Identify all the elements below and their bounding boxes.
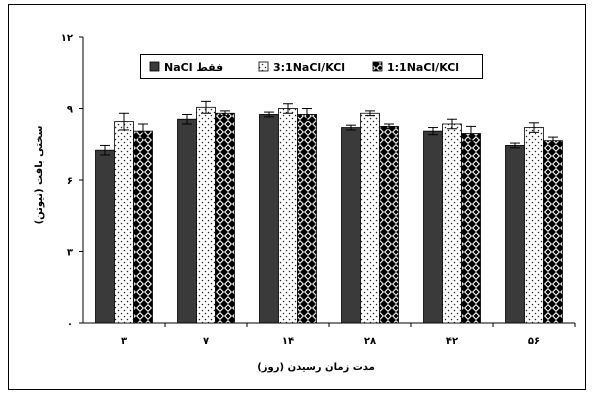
x-axis-title: مدت زمان رسیدن (روز) bbox=[257, 362, 375, 373]
bar-2 bbox=[114, 121, 134, 324]
plot-area: ۰ ۳ ۶ ۹ ۱۲ ۳ ۷ ۱۴ ۲۸ ۴۲ ۵۶ bbox=[61, 33, 576, 347]
legend-label-3: 1:1NaCl/KCl bbox=[387, 61, 459, 74]
bar-2 bbox=[196, 106, 216, 324]
bar-1 bbox=[341, 127, 361, 324]
legend: NaCl فقط 3:1NaCl/KCl 1:1NaCl/KCl bbox=[140, 54, 483, 79]
bar-2 bbox=[360, 112, 380, 324]
bar-3 bbox=[297, 114, 317, 324]
legend-box bbox=[140, 54, 483, 79]
x-tick-label: ۴۲ bbox=[446, 336, 458, 347]
bar-1 bbox=[505, 145, 525, 324]
y-tick-label: ۳ bbox=[67, 248, 73, 259]
legend-swatch-3 bbox=[372, 61, 383, 72]
x-tick-label: ۵۶ bbox=[528, 336, 540, 347]
x-tick-label: ۷ bbox=[203, 336, 209, 347]
legend-swatch-2 bbox=[258, 61, 269, 72]
bar-3 bbox=[133, 130, 153, 324]
bar-1 bbox=[259, 114, 279, 324]
bar-2 bbox=[278, 108, 298, 324]
y-tick-label: ۹ bbox=[67, 105, 73, 116]
x-tick-label: ۳ bbox=[121, 336, 127, 347]
bar-1 bbox=[177, 118, 197, 324]
y-tick-label: ۶ bbox=[67, 176, 73, 187]
y-tick-label: ۱۲ bbox=[61, 33, 73, 44]
y-axis-title: سختی بافت (نیوتن) bbox=[34, 125, 45, 224]
bar-3 bbox=[543, 140, 563, 324]
bar-3 bbox=[215, 112, 235, 324]
x-tick-label: ۲۸ bbox=[364, 336, 376, 347]
x-tick-label: ۱۴ bbox=[282, 336, 294, 347]
y-tick-label: ۰ bbox=[67, 319, 73, 330]
bar-3 bbox=[461, 133, 481, 324]
legend-label-1: NaCl فقط bbox=[164, 61, 223, 74]
bar-1 bbox=[423, 130, 443, 324]
legend-swatch-1 bbox=[149, 61, 160, 72]
bar-3 bbox=[379, 125, 399, 324]
bar-2 bbox=[442, 123, 462, 324]
legend-label-2: 3:1NaCl/KCl bbox=[273, 61, 345, 74]
bar-2 bbox=[524, 127, 544, 324]
bar-1 bbox=[95, 149, 115, 324]
